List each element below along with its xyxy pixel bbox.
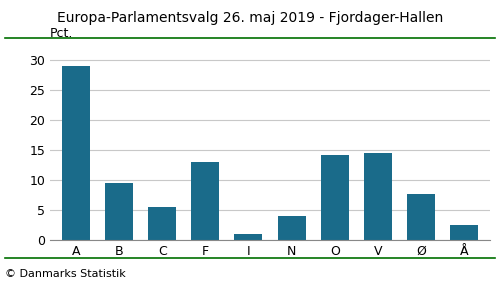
Bar	[192, 162, 220, 240]
Bar	[148, 207, 176, 240]
Text: Pct.: Pct.	[50, 27, 74, 40]
Bar	[278, 216, 305, 240]
Bar	[62, 66, 90, 240]
Bar	[105, 183, 133, 240]
Bar	[364, 153, 392, 240]
Bar	[234, 234, 262, 240]
Bar	[407, 193, 435, 240]
Bar	[320, 155, 348, 240]
Text: © Danmarks Statistik: © Danmarks Statistik	[5, 269, 126, 279]
Text: Europa-Parlamentsvalg 26. maj 2019 - Fjordager-Hallen: Europa-Parlamentsvalg 26. maj 2019 - Fjo…	[57, 11, 443, 25]
Bar	[450, 225, 478, 240]
